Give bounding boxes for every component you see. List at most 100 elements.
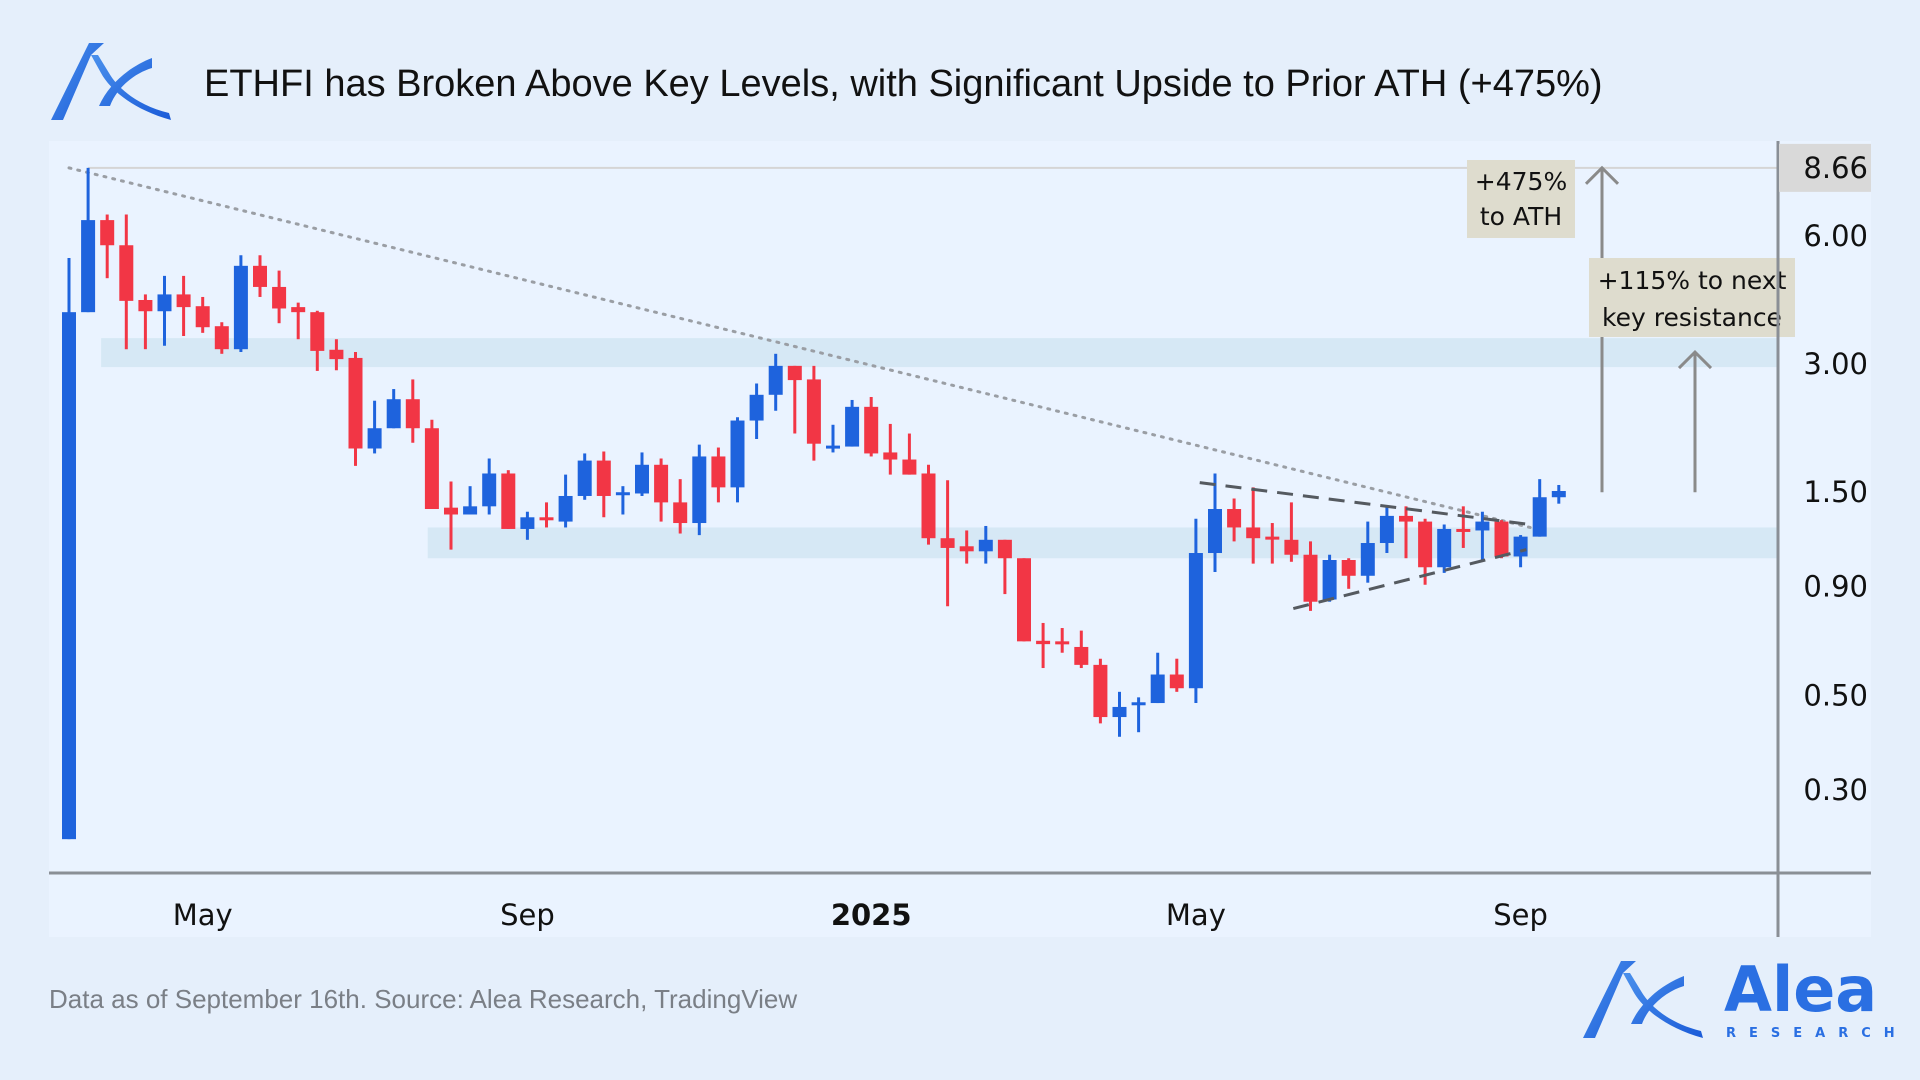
candle [310, 310, 325, 371]
triangle-upper [1199, 481, 1531, 526]
candle-body [1093, 664, 1108, 718]
candle-body [1322, 559, 1337, 600]
x-tick-label: May [173, 898, 233, 932]
candle [615, 486, 630, 515]
y-tick-label: 0.30 [1803, 773, 1868, 807]
candle [233, 255, 248, 353]
candle-body [558, 495, 573, 522]
x-axis-ticks: May Sep 2025 May Sep [173, 898, 1548, 932]
candle-body [940, 538, 955, 548]
annotation-text: key resistance [1602, 303, 1782, 332]
zone-upper-resistance [101, 338, 1779, 368]
candle-body [615, 492, 630, 496]
candle [119, 214, 134, 350]
candle-body [233, 265, 248, 350]
candle-body [787, 365, 802, 381]
annotation-ath: +475% to ATH [1467, 160, 1575, 238]
candle-body [310, 312, 325, 351]
candle-body [214, 326, 229, 350]
candle-body [176, 294, 191, 308]
candle [62, 258, 76, 840]
alea-footer-logo-icon [1583, 961, 1703, 1038]
candle [424, 419, 439, 510]
candle-body [444, 507, 458, 515]
candle-body [883, 452, 898, 460]
candle-body [1532, 497, 1547, 537]
candle-body [806, 379, 821, 444]
candle [1379, 506, 1394, 554]
candle [463, 486, 478, 515]
candle-body [1360, 543, 1375, 576]
candle [978, 525, 993, 564]
candle [596, 451, 611, 518]
candle-body [673, 502, 688, 524]
x-tick-label: Sep [1493, 898, 1548, 932]
arrow-head-icon [1584, 165, 1620, 185]
candle [558, 474, 573, 528]
candle [845, 399, 860, 447]
candle-body [1418, 521, 1433, 568]
candle-body [635, 464, 649, 494]
candle [1188, 518, 1203, 704]
candle-body [1341, 559, 1356, 576]
candle [291, 302, 306, 340]
candle [214, 322, 229, 354]
candle-body [826, 445, 840, 449]
candle [997, 539, 1012, 595]
candle [1532, 479, 1547, 537]
candle [730, 417, 745, 503]
triangle-lower [1292, 548, 1527, 610]
candle-body [577, 460, 592, 496]
candle [253, 255, 267, 297]
candle [921, 464, 936, 545]
candle-body [405, 399, 420, 429]
candle-body [730, 420, 745, 488]
candle [864, 396, 879, 457]
candle [1360, 521, 1375, 583]
candle [1322, 554, 1337, 602]
y-axis-ticks: 8.66 6.00 3.00 1.50 0.90 0.50 0.30 [1779, 143, 1871, 807]
candle-body [195, 306, 210, 328]
candle [1227, 498, 1242, 542]
candle-body [1131, 702, 1146, 706]
candle-body [1017, 558, 1031, 642]
candle-body [1246, 527, 1261, 539]
candle-body [501, 473, 516, 529]
candle-body [520, 517, 535, 529]
candle [539, 502, 554, 528]
candle [444, 481, 458, 550]
candle-body [424, 428, 439, 510]
candle [405, 379, 420, 443]
y-tick-label: 6.00 [1803, 219, 1868, 253]
candle-body [1265, 536, 1280, 540]
annotation-box [1589, 258, 1795, 337]
candle-body [1169, 674, 1184, 689]
candle-body [1036, 640, 1051, 645]
candle [81, 167, 96, 313]
candle-body [272, 286, 287, 309]
candle [1150, 652, 1165, 704]
candle-body [1513, 536, 1528, 557]
candle-body [1150, 674, 1165, 704]
candle-body [348, 357, 363, 449]
candle-body [1227, 509, 1242, 528]
candle [348, 352, 363, 466]
candle [1437, 524, 1452, 573]
y-tick-label: 1.50 [1803, 475, 1868, 509]
candle-body [997, 539, 1012, 559]
candle [386, 389, 401, 429]
candle [1074, 630, 1089, 669]
candle [1303, 541, 1318, 611]
candle-body [157, 294, 172, 312]
zone-lower-support [427, 527, 1779, 559]
candle [692, 444, 707, 536]
candle-body [386, 399, 401, 429]
candle-body [711, 456, 726, 488]
candle [826, 424, 840, 453]
brand-name: Alea [1724, 953, 1877, 1026]
annotation-text: +115% to next [1598, 266, 1787, 295]
candle [501, 470, 516, 529]
candle [654, 458, 669, 522]
candle-body [253, 265, 267, 287]
candle-body [138, 299, 153, 312]
